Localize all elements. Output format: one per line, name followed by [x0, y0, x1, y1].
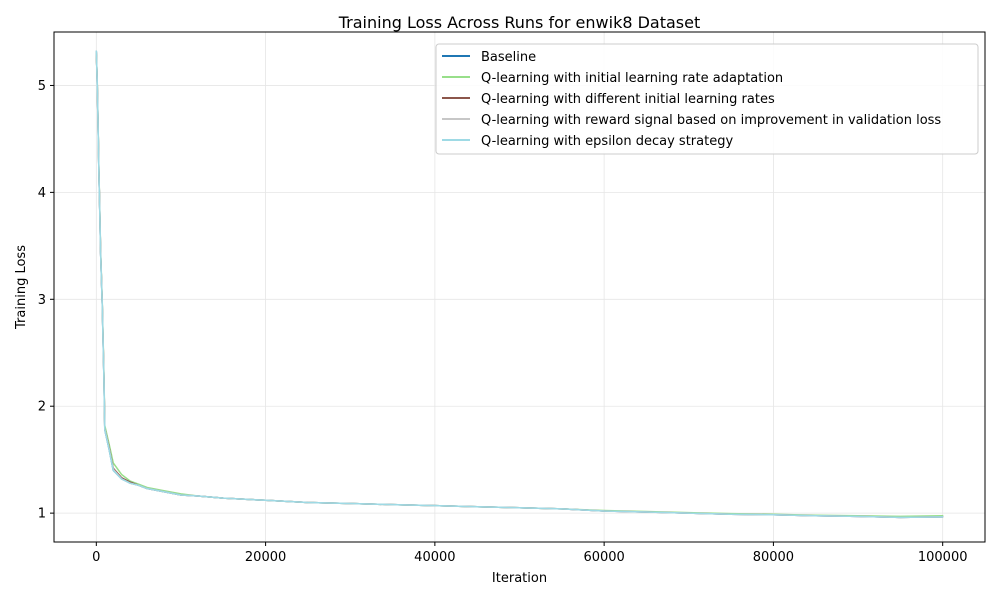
series-line-5 — [95, 50, 944, 519]
y-axis-ticks: 1 2 3 4 5 — [38, 79, 54, 522]
y-axis-label: Training Loss — [14, 245, 29, 330]
legend-label-3: Q-learning with different initial learni… — [481, 92, 775, 107]
y-tick-label: 3 — [38, 293, 46, 308]
legend-label-2: Q-learning with initial learning rate ad… — [481, 71, 783, 86]
legend-label-1: Baseline — [481, 50, 536, 65]
x-axis-label: Iteration — [492, 571, 547, 586]
x-tick-label: 60000 — [583, 550, 624, 565]
x-tick-label: 80000 — [753, 550, 794, 565]
y-tick-label: 4 — [38, 186, 46, 201]
y-tick-label: 2 — [38, 400, 46, 415]
plot-frame — [53, 31, 986, 543]
y-tick-label: 1 — [38, 507, 46, 522]
legend: Baseline Q-learning with initial learning… — [435, 43, 979, 155]
x-tick-label: 20000 — [245, 550, 286, 565]
x-axis-ticks: 0 20000 40000 60000 80000 100000 — [92, 542, 968, 565]
x-tick-label: 100000 — [918, 550, 968, 565]
x-tick-label: 0 — [92, 550, 100, 565]
series-lines — [95, 50, 944, 519]
y-tick-label: 5 — [38, 79, 46, 94]
legend-label-4: Q-learning with reward signal based on i… — [481, 113, 941, 128]
legend-label-5: Q-learning with epsilon decay strategy — [481, 134, 733, 149]
legend-box — [435, 43, 979, 155]
x-tick-label: 40000 — [414, 550, 455, 565]
chart-title: Training Loss Across Runs for enwik8 Dat… — [338, 13, 701, 32]
